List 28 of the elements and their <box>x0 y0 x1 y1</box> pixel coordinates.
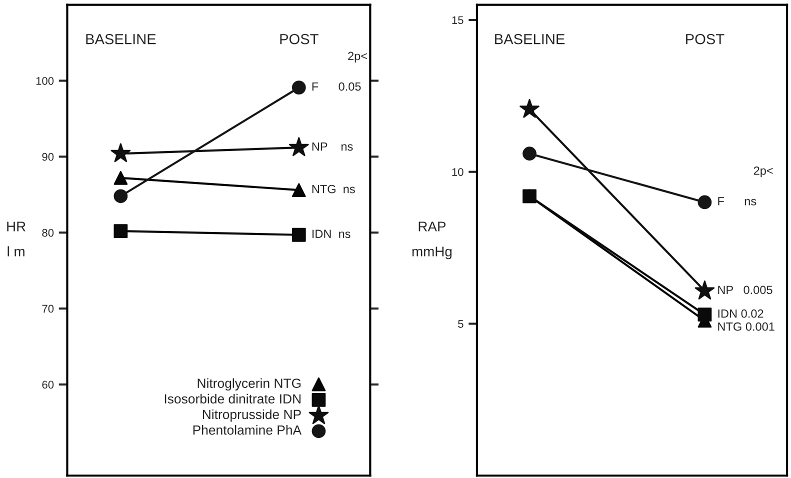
legend-label: Nitroglycerin NTG <box>198 378 301 391</box>
annotation: IDN ns <box>312 230 350 238</box>
y-tick-label: 90 <box>42 152 54 161</box>
annotation: IDN 0.02 <box>718 309 764 318</box>
y-tick-label: 100 <box>36 76 54 85</box>
annotation: 2p< <box>754 166 773 178</box>
annotation: F 0.05 <box>312 82 361 91</box>
legend-label: Isosorbide dinitrate IDN <box>164 394 301 404</box>
y-tick-label: 15 <box>452 16 464 24</box>
x-tick-label: POST <box>280 34 318 44</box>
y-tick-label: 10 <box>452 168 464 176</box>
y-tick-label: 5 <box>458 320 464 328</box>
annotation: NP 0.005 <box>718 286 772 294</box>
annotation: NP ns <box>312 142 353 151</box>
legend-label: Nitroprusside NP <box>202 409 301 422</box>
annotation: NTG ns <box>312 184 355 194</box>
y-axis-title: RAP mmHg <box>412 222 452 260</box>
y-axis-title: HR l m <box>7 222 26 256</box>
annotation: 2p< <box>348 52 367 62</box>
y-tick-label: 80 <box>42 228 54 237</box>
legend-label: Phentolamine PhA <box>193 425 302 435</box>
x-tick-label: POST <box>686 34 724 44</box>
annotation: F ns <box>718 197 756 206</box>
x-tick-label: BASELINE <box>86 34 156 44</box>
y-tick-label: 70 <box>42 304 54 313</box>
y-tick-label: 60 <box>42 380 54 389</box>
annotation: NTG 0.001 <box>718 322 774 331</box>
x-tick-label: BASELINE <box>495 34 565 44</box>
